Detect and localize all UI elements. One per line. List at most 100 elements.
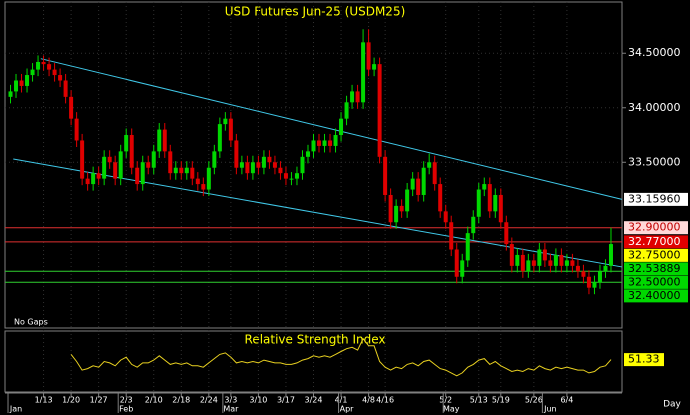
candle-body bbox=[289, 178, 294, 180]
x-tick-label: 3/3 bbox=[224, 396, 237, 405]
trendline bbox=[40, 58, 623, 200]
candle-body bbox=[498, 194, 503, 223]
candle-body bbox=[157, 129, 162, 152]
candle-body bbox=[493, 194, 498, 212]
candle-body bbox=[350, 91, 355, 103]
candle-body bbox=[388, 194, 393, 223]
candle-body bbox=[19, 80, 24, 86]
x-tick-label: 5/26 bbox=[525, 396, 543, 405]
candle-body bbox=[63, 80, 68, 97]
candle-body bbox=[223, 118, 228, 125]
candle-body bbox=[168, 151, 173, 174]
candle-body bbox=[520, 254, 525, 272]
candle-body bbox=[597, 271, 602, 283]
price-label: 32.53889 bbox=[628, 262, 681, 275]
candle-body bbox=[267, 156, 272, 163]
candle-body bbox=[344, 102, 349, 119]
x-tick-label: 1/13 bbox=[35, 396, 53, 405]
gaps-note: No Gaps bbox=[14, 318, 48, 327]
candle-body bbox=[195, 178, 200, 185]
candle-body bbox=[124, 135, 129, 152]
candle-body bbox=[361, 42, 366, 103]
month-label: Mar bbox=[223, 405, 239, 414]
candle-body bbox=[135, 167, 140, 185]
candle-body bbox=[85, 178, 90, 185]
candle-body bbox=[30, 69, 35, 76]
candle-body bbox=[96, 173, 101, 179]
candle-body bbox=[355, 91, 360, 103]
candle-body bbox=[239, 162, 244, 168]
candle-body bbox=[91, 173, 96, 185]
candle-body bbox=[190, 167, 195, 179]
x-tick-label: 2/3 bbox=[120, 396, 133, 405]
candle-body bbox=[548, 260, 553, 266]
month-label: Apr bbox=[340, 405, 355, 414]
candle-body bbox=[339, 118, 344, 136]
candle-body bbox=[261, 156, 266, 168]
price-label-box bbox=[624, 275, 688, 289]
rsi-label: 51.33 bbox=[628, 353, 660, 366]
time-unit: Day bbox=[663, 400, 681, 410]
candle-body bbox=[107, 156, 112, 163]
price-label: 33.15960 bbox=[628, 192, 681, 205]
candle-body bbox=[256, 162, 261, 168]
candle-body bbox=[283, 173, 288, 179]
x-tick-label: 2/24 bbox=[200, 396, 218, 405]
x-tick-label: 4/8 bbox=[362, 396, 375, 405]
candle-body bbox=[504, 222, 509, 245]
price-label: 32.40000 bbox=[628, 289, 681, 302]
candle-body bbox=[52, 69, 57, 76]
candle-body bbox=[206, 167, 211, 190]
price-label: 32.50000 bbox=[628, 275, 681, 288]
candle-body bbox=[487, 184, 492, 212]
rsi-line bbox=[70, 337, 612, 377]
candle-body bbox=[438, 184, 443, 212]
candle-body bbox=[531, 260, 536, 266]
candle-body bbox=[250, 162, 255, 174]
candle-body bbox=[537, 249, 542, 266]
candle-body bbox=[25, 75, 30, 86]
candle-body bbox=[410, 178, 415, 190]
candle-body bbox=[581, 271, 586, 277]
candle-body bbox=[405, 189, 410, 212]
candle-body bbox=[173, 167, 178, 174]
y-tick-label: 34.00000 bbox=[628, 101, 681, 114]
candle-body bbox=[553, 254, 558, 266]
x-tick-label: 6/4 bbox=[560, 396, 573, 405]
x-tick-label: 5/2 bbox=[439, 396, 452, 405]
candle-body bbox=[58, 75, 63, 81]
candle-body bbox=[118, 151, 123, 179]
candle-body bbox=[179, 167, 184, 174]
candle-body bbox=[564, 260, 569, 266]
candle-body bbox=[454, 249, 459, 277]
candle-body bbox=[80, 140, 85, 179]
candle-body bbox=[305, 151, 310, 157]
candle-body bbox=[443, 211, 448, 223]
candle-body bbox=[427, 162, 432, 168]
candle-body bbox=[432, 162, 437, 185]
x-tick-label: 5/19 bbox=[492, 396, 510, 405]
price-label: 32.75000 bbox=[628, 248, 681, 261]
candle-body bbox=[272, 162, 277, 168]
price-label: 32.77000 bbox=[628, 235, 681, 248]
candle-body bbox=[151, 151, 156, 168]
candle-body bbox=[184, 167, 189, 174]
x-tick-label: 1/20 bbox=[62, 396, 80, 405]
candle-body bbox=[509, 244, 514, 266]
candle-body bbox=[542, 249, 547, 261]
candle-body bbox=[146, 162, 151, 168]
candle-body bbox=[515, 254, 520, 266]
candle-body bbox=[36, 61, 41, 70]
candle-body bbox=[608, 244, 613, 266]
candle-body bbox=[421, 167, 426, 195]
candle-body bbox=[575, 265, 580, 272]
x-tick-label: 4/1 bbox=[335, 396, 348, 405]
candle-body bbox=[586, 276, 591, 288]
candle-body bbox=[300, 156, 305, 174]
candle-body bbox=[377, 64, 382, 157]
candle-body bbox=[41, 61, 46, 65]
x-tick-label: 5/13 bbox=[470, 396, 488, 405]
candle-body bbox=[140, 162, 145, 185]
candle-body bbox=[113, 162, 118, 179]
